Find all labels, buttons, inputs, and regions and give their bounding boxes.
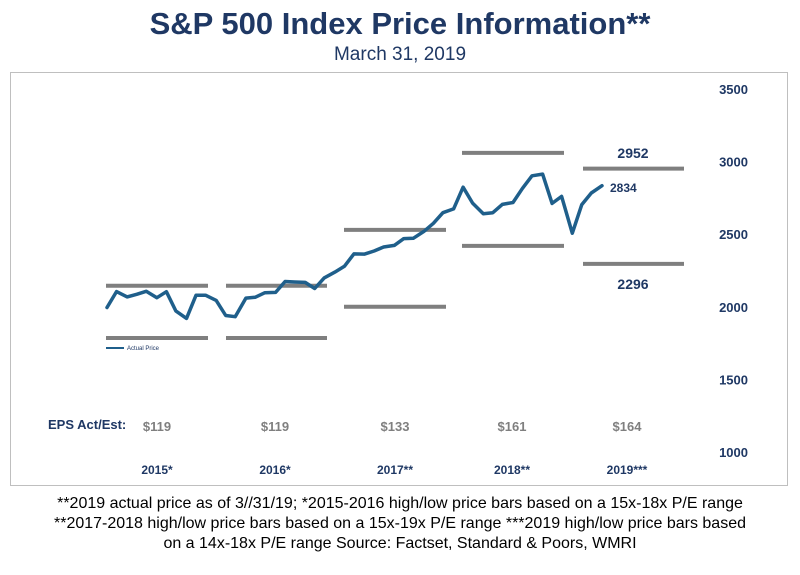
- footnote-line-3: on a 14x-18x P/E range Source: Factset, …: [163, 535, 637, 552]
- chart-labels: Actual Price 2952 2296 2834 EPS Act/Est: $119…: [48, 145, 649, 477]
- year-label: 2016*: [259, 463, 291, 477]
- footnote: **2019 actual price as of 3//31/19; *201…: [4, 494, 796, 554]
- range-bars: [106, 150, 684, 341]
- y-tick-label: 3500: [719, 82, 748, 97]
- price-series: [105, 172, 604, 321]
- footnote-line-2: **2017-2018 high/low price bars based on…: [53, 515, 746, 532]
- eps-value: $133: [381, 419, 410, 434]
- chart-title: S&P 500 Index Price Information**: [149, 6, 651, 41]
- price-line: [105, 172, 604, 321]
- y-tick-label: 1000: [719, 445, 748, 460]
- y-tick-label: 1500: [719, 372, 748, 387]
- year-label: 2018**: [494, 463, 530, 477]
- chart-frame: [10, 72, 788, 486]
- footnote-line-1: **2019 actual price as of 3//31/19; *201…: [57, 495, 743, 512]
- year-label: 2015*: [141, 463, 173, 477]
- y-tick-label: 2000: [719, 300, 748, 315]
- year-label: 2017**: [377, 463, 413, 477]
- y-tick-label: 3000: [719, 155, 748, 170]
- eps-value: $164: [613, 419, 643, 434]
- annotation-2019-high: 2952: [617, 145, 648, 161]
- annotation-last-price: 2834: [610, 181, 637, 195]
- chart-subtitle: March 31, 2019: [333, 44, 467, 65]
- legend-label: Actual Price: [127, 346, 160, 352]
- eps-row-label: EPS Act/Est:: [48, 417, 126, 432]
- price-chart: 1000 1500 2000 2500 3000 3500 Actual Price 295…: [48, 82, 748, 477]
- eps-value: $119: [143, 419, 171, 434]
- y-axis: 1000 1500 2000 2500 3000 3500: [719, 82, 748, 460]
- y-tick-label: 2500: [719, 227, 748, 242]
- eps-value: $119: [261, 419, 289, 434]
- eps-value: $161: [498, 419, 527, 434]
- year-label: 2019***: [607, 463, 648, 477]
- annotation-2019-low: 2296: [617, 276, 648, 292]
